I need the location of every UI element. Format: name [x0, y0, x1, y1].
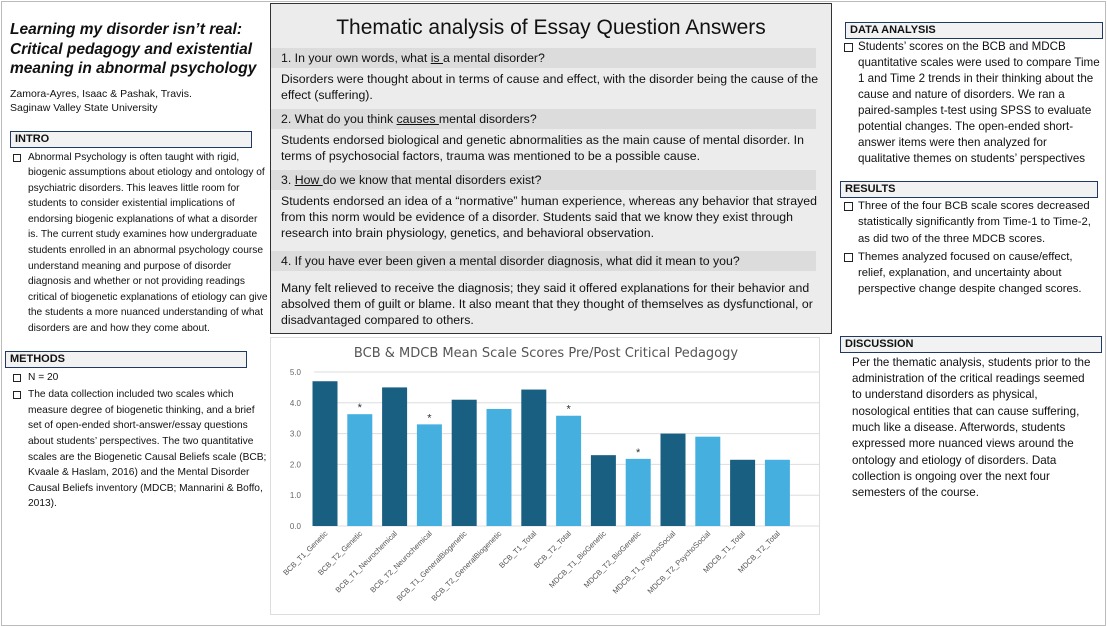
affiliation: Saginaw Valley State University — [10, 101, 158, 114]
question-text: is — [430, 51, 443, 65]
left-column: Learning my disorder isn’t real: Critica… — [5, 20, 268, 512]
significance-marker: * — [636, 447, 641, 459]
y-tick-label: 3.0 — [290, 430, 302, 439]
checkbox-bullet-icon — [13, 153, 21, 162]
bullet-text: N = 20 — [28, 371, 59, 383]
answer-2: Students endorsed biological and genetic… — [281, 133, 804, 163]
checkbox-bullet-icon — [13, 391, 21, 400]
bar-MDCB_T2_BioGenetic — [625, 458, 651, 526]
methods-bullet: N = 20 — [10, 370, 268, 386]
bar-BCB_T1_Neurochemical — [382, 387, 408, 526]
significance-marker: * — [566, 404, 571, 416]
question-text: mental disorders? — [438, 112, 537, 126]
answer-3: Students endorsed an idea of a “normativ… — [281, 194, 817, 240]
bullet-text: Themes analyzed focused on cause/effect,… — [858, 250, 1082, 296]
discussion-heading: DISCUSSION — [840, 335, 1102, 353]
bullet-text: Abnormal Psychology is often taught with… — [28, 151, 268, 335]
y-tick-label: 4.0 — [290, 399, 302, 408]
discussion-text: Per the thematic analysis, students prio… — [852, 355, 1091, 500]
question-text: 3. — [281, 173, 295, 187]
bar-BCB_T2_Genetic — [347, 414, 373, 526]
question-3: 3. How do we know that mental disorders … — [271, 170, 816, 190]
x-tick-label: MDCB_T1_PsychoSocial — [611, 529, 678, 596]
y-tick-label: 1.0 — [290, 491, 302, 500]
poster-title: Learning my disorder isn’t real: Critica… — [10, 21, 257, 77]
results-heading: RESULTS — [840, 181, 1098, 198]
bar-BCB_T1_Total — [521, 389, 547, 526]
x-tick-label: MDCB_T1_BioGenetic — [547, 529, 608, 590]
question-4: 4. If you have ever been given a mental … — [271, 251, 816, 271]
question-text: do we know that mental disorders exist? — [322, 173, 542, 187]
bullet-text: The data collection included two scales … — [28, 389, 267, 510]
question-text: 4. If you have ever been given a mental … — [281, 254, 740, 268]
bar-BCB_T1_Genetic — [312, 381, 338, 526]
intro-heading: INTRO — [10, 130, 252, 148]
question-text: How — [294, 173, 323, 187]
x-tick-label: BCB_T1_GeneralBiogenetic — [395, 529, 469, 603]
bar-BCB_T2_Total — [556, 415, 582, 526]
bullet-text: Three of the four BCB scale scores decre… — [858, 200, 1091, 245]
results-bullet: Three of the four BCB scale scores decre… — [840, 198, 1102, 247]
right-column: DATA ANALYSIS Students’ scores on the BC… — [840, 22, 1103, 501]
checkbox-bullet-icon — [844, 43, 853, 52]
question-text: 1. In your own words, what — [281, 51, 431, 65]
thematic-analysis-panel: Thematic analysis of Essay Question Answ… — [270, 3, 832, 334]
bar-MDCB_T1_PsychoSocial — [660, 433, 686, 526]
x-tick-label: MDCB_T2_BioGenetic — [582, 529, 643, 590]
bar-chart: BCB & MDCB Mean Scale Scores Pre/Post Cr… — [270, 337, 820, 615]
chart-title: BCB & MDCB Mean Scale Scores Pre/Post Cr… — [354, 346, 738, 361]
bar-MDCB_T2_Total — [764, 459, 790, 526]
bar-MDCB_T2_PsychoSocial — [695, 436, 721, 526]
y-tick-label: 5.0 — [290, 368, 302, 377]
checkbox-bullet-icon — [844, 202, 853, 211]
bar-BCB_T2_Neurochemical — [416, 424, 442, 526]
x-tick-label: MDCB_T2_PsychoSocial — [646, 529, 713, 596]
bullet-text: Students’ scores on the BCB and MDCB qua… — [858, 40, 1100, 165]
y-tick-label: 2.0 — [290, 460, 302, 469]
significance-marker: * — [358, 402, 363, 414]
y-tick-label: 0.0 — [290, 522, 302, 531]
bar-MDCB_T1_Total — [730, 459, 756, 526]
x-tick-label: BCB_T1_Neurochemical — [334, 529, 400, 595]
bar-BCB_T1_GeneralBiogenetic — [451, 399, 477, 526]
data-analysis-bullet: Students’ scores on the BCB and MDCB qua… — [840, 39, 1102, 167]
checkbox-bullet-icon — [13, 373, 21, 382]
methods-heading: METHODS — [5, 350, 247, 368]
intro-bullet: Abnormal Psychology is often taught with… — [10, 150, 268, 337]
checkbox-bullet-icon — [844, 252, 853, 262]
x-tick-label: BCB_T2_GeneralBiogenetic — [430, 529, 504, 603]
authors: Zamora-Ayres, Isaac & Pashak, Travis. Sa… — [10, 87, 268, 115]
x-tick-label: BCB_T2_Neurochemical — [368, 529, 434, 595]
data-analysis-heading: DATA ANALYSIS — [845, 22, 1103, 39]
question-text: 2. What do you think — [281, 112, 397, 126]
question-1: 1. In your own words, what is a mental d… — [271, 48, 816, 68]
chart-svg: BCB & MDCB Mean Scale Scores Pre/Post Cr… — [281, 346, 819, 603]
question-text: a mental disorder? — [443, 51, 545, 65]
significance-marker: * — [427, 412, 432, 424]
question-text: causes — [396, 112, 439, 126]
results-bullet: Themes analyzed focused on cause/effect,… — [840, 249, 1102, 298]
author-names: Zamora-Ayres, Isaac & Pashak, Travis. — [10, 87, 192, 100]
methods-bullet: The data collection included two scales … — [10, 387, 268, 512]
answer-1: Disorders were thought about in terms of… — [281, 72, 819, 102]
question-2: 2. What do you think causes mental disor… — [271, 109, 816, 129]
answer-4: Many felt relieved to receive the diagno… — [281, 281, 813, 327]
bar-BCB_T2_GeneralBiogenetic — [486, 408, 512, 526]
bar-MDCB_T1_BioGenetic — [590, 455, 616, 526]
thematic-title: Thematic analysis of Essay Question Answ… — [336, 16, 766, 39]
